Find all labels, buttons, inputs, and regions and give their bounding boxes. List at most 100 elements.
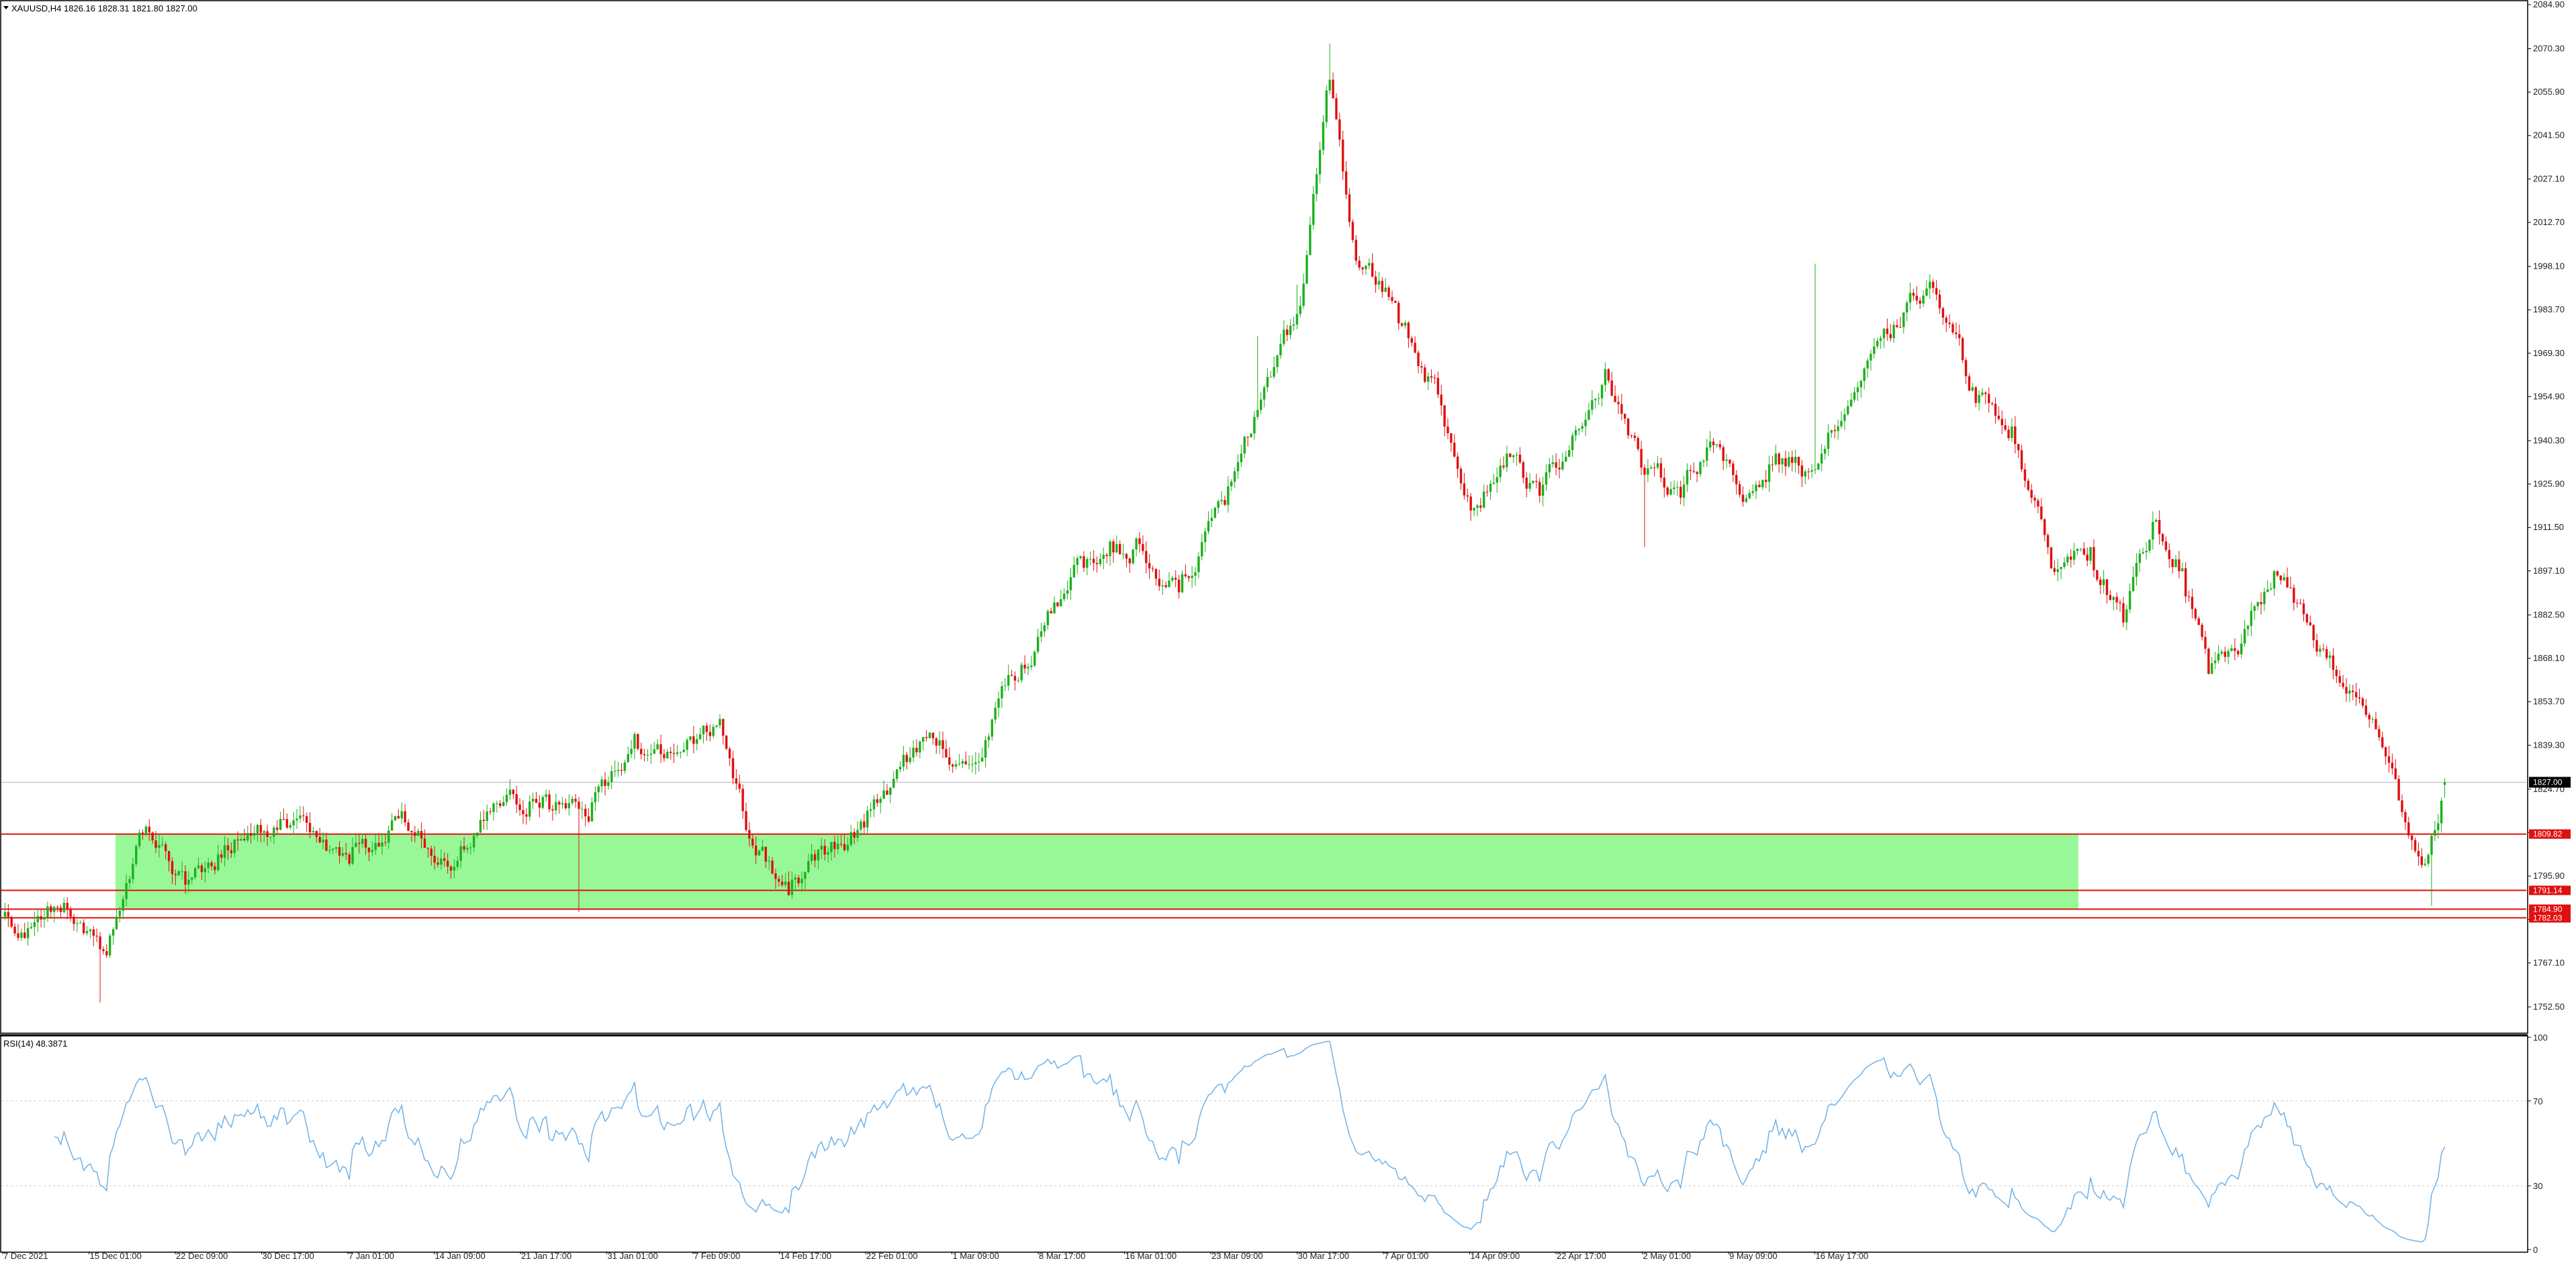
candle[interactable] (1446, 418, 1449, 439)
candle[interactable] (66, 897, 68, 920)
candle[interactable] (2354, 683, 2358, 706)
candle[interactable] (1154, 568, 1158, 586)
candle[interactable] (1669, 481, 1672, 496)
candle[interactable] (1686, 463, 1689, 492)
candle[interactable] (1013, 671, 1017, 691)
candle[interactable] (292, 812, 295, 835)
candle[interactable] (991, 718, 993, 741)
candle[interactable] (837, 834, 839, 854)
candle[interactable] (56, 905, 59, 913)
candle[interactable] (2352, 685, 2354, 701)
candle[interactable] (1496, 467, 1498, 493)
candle[interactable] (1978, 390, 1980, 411)
candle[interactable] (256, 824, 259, 842)
candle[interactable] (50, 904, 52, 918)
candle[interactable] (922, 736, 925, 750)
candle[interactable] (948, 747, 951, 771)
symbol-header[interactable]: XAUUSD,H4 1826.16 1828.31 1821.80 1827.0… (3, 3, 197, 13)
candle[interactable] (1417, 350, 1420, 374)
candle[interactable] (1424, 364, 1426, 384)
candle[interactable] (2250, 602, 2253, 636)
candle[interactable] (420, 822, 423, 849)
candle[interactable] (2194, 607, 2197, 621)
level-price-tag[interactable] (2529, 829, 2571, 839)
candle[interactable] (820, 838, 823, 859)
candle[interactable] (1633, 432, 1637, 441)
candle[interactable] (1630, 435, 1633, 439)
candle[interactable] (351, 837, 354, 865)
candle[interactable] (1863, 367, 1866, 390)
candle[interactable] (689, 736, 692, 742)
candle[interactable] (2325, 646, 2328, 660)
candle[interactable] (866, 805, 869, 835)
candle[interactable] (1955, 322, 1958, 339)
candle[interactable] (400, 802, 404, 824)
candle[interactable] (377, 833, 380, 848)
candle[interactable] (1191, 566, 1193, 588)
candle[interactable] (1538, 478, 1541, 503)
candle[interactable] (741, 784, 744, 819)
candle[interactable] (623, 760, 627, 774)
candle[interactable] (2246, 624, 2250, 637)
candle[interactable] (1332, 72, 1334, 99)
candle[interactable] (1138, 532, 1141, 553)
candle[interactable] (1459, 466, 1463, 490)
candle[interactable] (2427, 852, 2430, 867)
candle[interactable] (1105, 553, 1108, 564)
candle[interactable] (73, 914, 75, 931)
candle[interactable] (184, 865, 187, 894)
candle[interactable] (2378, 725, 2381, 741)
candle[interactable] (1083, 551, 1085, 572)
candle[interactable] (1276, 354, 1279, 374)
candle[interactable] (1243, 435, 1246, 458)
candle[interactable] (1751, 484, 1754, 496)
candle[interactable] (161, 836, 164, 847)
candle[interactable] (1509, 453, 1512, 457)
candle[interactable] (2082, 541, 2086, 556)
candle[interactable] (892, 771, 895, 789)
candle[interactable] (1594, 398, 1597, 409)
candle[interactable] (2364, 699, 2367, 717)
candle[interactable] (1653, 462, 1656, 477)
candle[interactable] (1774, 445, 1778, 466)
candle[interactable] (1971, 382, 1974, 392)
candle[interactable] (2437, 814, 2440, 838)
candle[interactable] (728, 746, 731, 766)
candle[interactable] (1676, 481, 1679, 496)
candle[interactable] (800, 871, 803, 892)
candle[interactable] (1489, 480, 1492, 500)
candle[interactable] (1945, 315, 1947, 333)
candle[interactable] (1767, 455, 1771, 492)
candle[interactable] (1889, 324, 1892, 342)
candle[interactable] (1791, 450, 1794, 472)
candle[interactable] (1938, 289, 1941, 314)
candle[interactable] (426, 847, 430, 858)
candle[interactable] (1905, 300, 1908, 322)
candle[interactable] (620, 763, 623, 776)
candle[interactable] (1555, 453, 1557, 476)
candle[interactable] (236, 831, 239, 851)
candle[interactable] (1171, 575, 1174, 582)
candle[interactable] (285, 813, 289, 830)
candle[interactable] (1161, 579, 1164, 595)
candle[interactable] (1515, 451, 1518, 466)
candle[interactable] (2152, 511, 2154, 550)
candle[interactable] (1499, 458, 1502, 482)
candle[interactable] (2168, 543, 2171, 568)
candle[interactable] (1377, 271, 1381, 290)
candle[interactable] (1623, 413, 1626, 425)
candle[interactable] (672, 743, 676, 763)
candle[interactable] (1807, 468, 1810, 480)
candle[interactable] (1358, 255, 1361, 271)
candle[interactable] (43, 908, 46, 928)
candle[interactable] (1974, 386, 1977, 408)
candle[interactable] (1197, 552, 1200, 579)
candle[interactable] (633, 732, 636, 759)
candle[interactable] (1626, 417, 1630, 439)
candle[interactable] (1745, 494, 1748, 504)
candle[interactable] (751, 834, 754, 849)
candle[interactable] (1502, 456, 1505, 470)
candle[interactable] (2253, 604, 2256, 621)
candle[interactable] (2371, 716, 2374, 724)
candle[interactable] (2358, 689, 2361, 704)
